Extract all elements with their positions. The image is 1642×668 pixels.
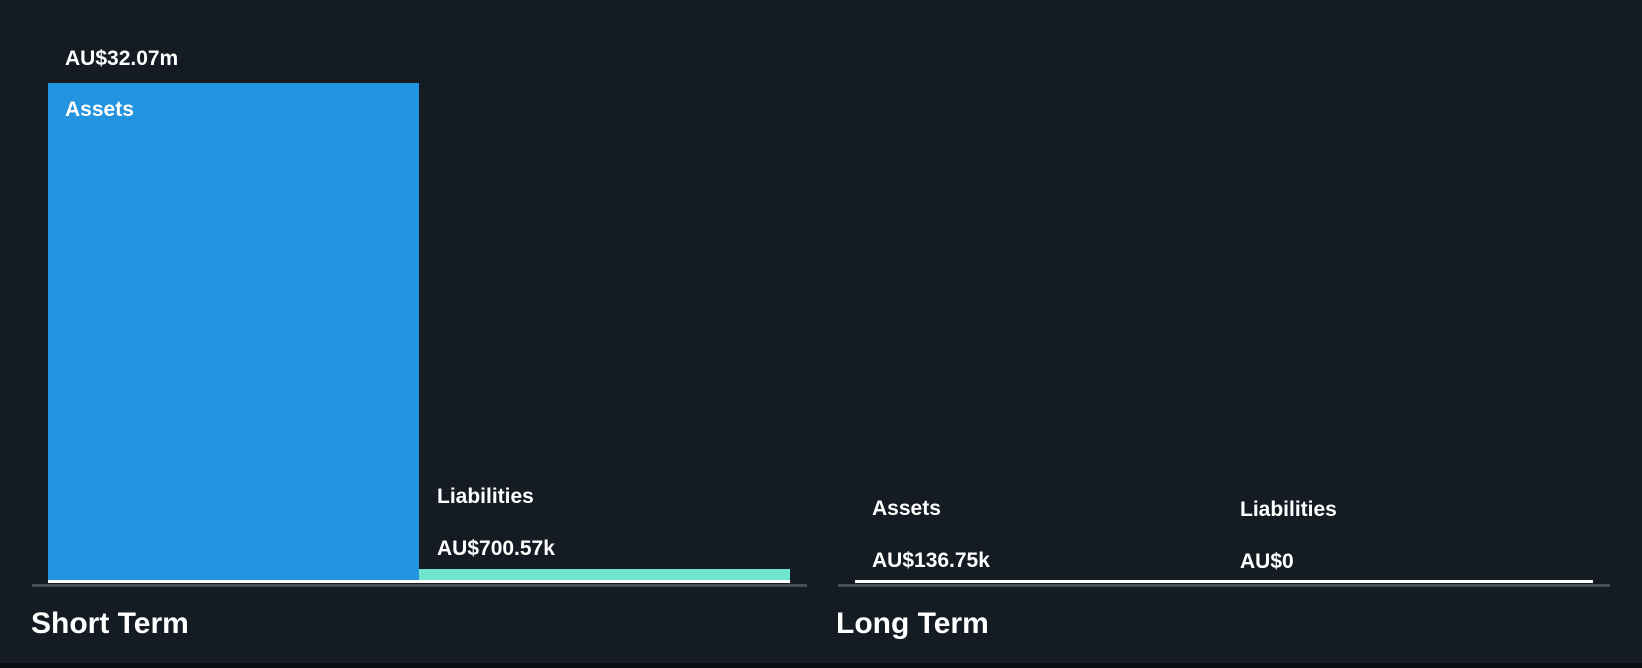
- short-term-assets-value: AU$32.07m: [65, 47, 179, 70]
- long-term-liabilities-label: Liabilities: [1240, 498, 1337, 521]
- short-term-liabilities-label: Liabilities: [437, 485, 534, 508]
- short-term-assets-label: Assets: [65, 98, 134, 121]
- short-term-assets-bar[interactable]: [48, 83, 419, 580]
- long-term-zero-baseline: [855, 580, 1593, 583]
- short-term-axis-line: [32, 584, 807, 587]
- long-term-liabilities-value: AU$0: [1240, 550, 1294, 573]
- long-term-section-title: Long Term: [836, 607, 989, 640]
- long-term-axis-line: [838, 584, 1610, 587]
- short-term-liabilities-bar[interactable]: [419, 569, 790, 580]
- short-term-liabilities-value: AU$700.57k: [437, 537, 555, 560]
- long-term-assets-label: Assets: [872, 497, 941, 520]
- short-term-section-title: Short Term: [31, 607, 189, 640]
- long-term-assets-value: AU$136.75k: [872, 549, 990, 572]
- bottom-edge-shadow: [0, 663, 1642, 668]
- short-term-zero-baseline: [48, 580, 790, 583]
